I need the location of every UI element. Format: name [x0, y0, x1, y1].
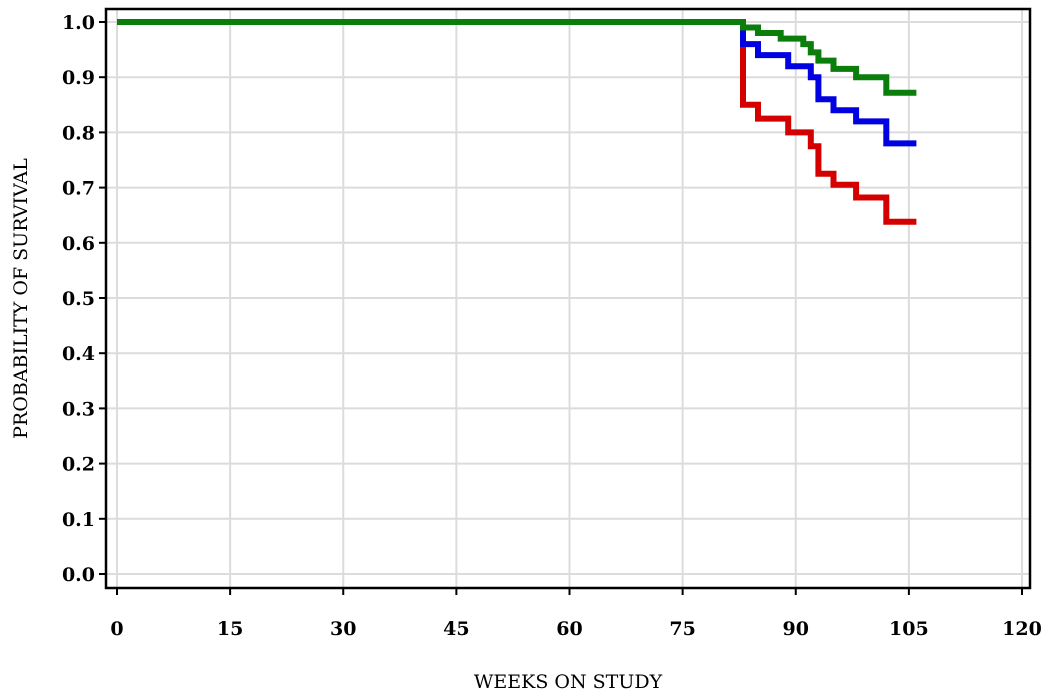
y-tick-label: 0.6	[62, 233, 95, 255]
x-tick-label: 120	[1002, 618, 1042, 640]
y-tick-label: 1.0	[62, 12, 95, 34]
x-tick-label: 0	[110, 618, 123, 640]
y-tick-label: 0.4	[62, 343, 95, 365]
y-tick-label: 0.3	[62, 398, 95, 420]
y-tick-label: 0.7	[62, 178, 95, 200]
y-axis-title: PROBABILITY OF SURVIVAL	[10, 158, 32, 439]
survival-curves	[117, 19, 917, 225]
survival-curve-2	[117, 19, 917, 147]
x-tick-label: 75	[669, 618, 695, 640]
survival-curve-1	[117, 19, 917, 225]
x-axis-title: WEEKS ON STUDY	[474, 671, 663, 692]
y-tick-label: 0.1	[62, 509, 95, 531]
x-tick-label: 90	[783, 618, 809, 640]
y-tick-label: 0.9	[62, 67, 95, 89]
x-tick-label: 30	[330, 618, 356, 640]
x-tick-label: 105	[889, 618, 929, 640]
grid-lines	[106, 9, 1030, 588]
x-axis: 0 15 30 45 60 75 90 105 120	[110, 588, 1042, 640]
x-tick-label: 45	[443, 618, 469, 640]
survival-curve-3	[117, 19, 917, 96]
y-tick-label: 0.2	[62, 454, 95, 476]
y-tick-label: 0.5	[62, 288, 95, 310]
x-tick-label: 15	[217, 618, 243, 640]
y-tick-label: 0.8	[62, 122, 95, 144]
y-tick-label: 0.0	[62, 564, 95, 586]
y-axis: 0.0 0.1 0.2 0.3 0.4 0.5 0.6 0.7 0.8 0.9 1.0	[62, 12, 106, 586]
x-tick-label: 60	[556, 618, 582, 640]
